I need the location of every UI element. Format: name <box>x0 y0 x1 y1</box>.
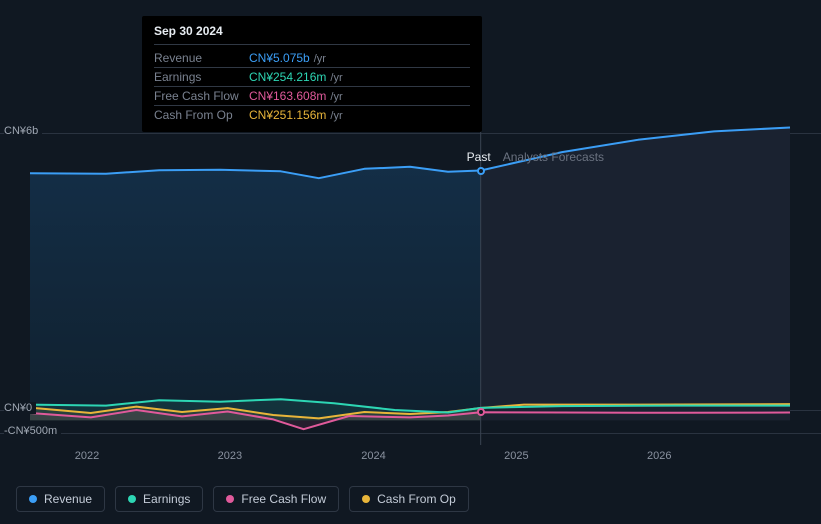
legend-label: Cash From Op <box>377 492 456 506</box>
y-tick-label: CN¥6b <box>4 125 42 137</box>
legend-dot-icon <box>226 495 234 503</box>
tooltip-metric-unit: /yr <box>314 53 326 65</box>
legend-dot-icon <box>362 495 370 503</box>
tooltip-metric-label: Free Cash Flow <box>154 89 249 103</box>
tooltip-metric-unit: /yr <box>330 91 342 103</box>
chart-plot[interactable] <box>30 125 821 445</box>
legend-label: Free Cash Flow <box>241 492 326 506</box>
series-marker-revenue <box>477 167 485 175</box>
tooltip-metric-unit: /yr <box>330 110 342 122</box>
tooltip-metric-value: CN¥251.156m <box>249 108 326 122</box>
x-tick-label: 2025 <box>504 450 528 462</box>
chart-tooltip: Sep 30 2024 RevenueCN¥5.075b/yrEarningsC… <box>142 16 482 132</box>
legend-revenue[interactable]: Revenue <box>16 486 105 512</box>
tooltip-row: Cash From OpCN¥251.156m/yr <box>154 106 470 124</box>
legend-dot-icon <box>29 495 37 503</box>
tooltip-date: Sep 30 2024 <box>154 24 470 45</box>
x-tick-label: 2024 <box>361 450 385 462</box>
x-tick-label: 2022 <box>75 450 99 462</box>
legend-label: Earnings <box>143 492 190 506</box>
tooltip-row: RevenueCN¥5.075b/yr <box>154 49 470 68</box>
y-tick-label: CN¥0 <box>4 402 36 414</box>
x-tick-label: 2026 <box>647 450 671 462</box>
chart-section-labels: Past Analysts Forecasts <box>467 150 604 164</box>
tooltip-metric-label: Revenue <box>154 51 249 65</box>
past-label: Past <box>467 150 491 164</box>
legend-fcf[interactable]: Free Cash Flow <box>213 486 339 512</box>
legend-dot-icon <box>128 495 136 503</box>
legend-cfo[interactable]: Cash From Op <box>349 486 469 512</box>
tooltip-metric-value: CN¥163.608m <box>249 89 326 103</box>
series-marker-fcf <box>477 408 485 416</box>
tooltip-metric-label: Earnings <box>154 70 249 84</box>
tooltip-row: Free Cash FlowCN¥163.608m/yr <box>154 87 470 106</box>
legend-label: Revenue <box>44 492 92 506</box>
tooltip-metric-value: CN¥5.075b <box>249 51 310 65</box>
chart-legend: Revenue Earnings Free Cash Flow Cash From O… <box>16 486 469 512</box>
forecast-label: Analysts Forecasts <box>503 150 604 164</box>
tooltip-metric-value: CN¥254.216m <box>249 70 326 84</box>
y-tick-label: -CN¥500m <box>4 425 61 437</box>
tooltip-metric-label: Cash From Op <box>154 108 249 122</box>
tooltip-metric-unit: /yr <box>330 72 342 84</box>
legend-earnings[interactable]: Earnings <box>115 486 203 512</box>
tooltip-row: EarningsCN¥254.216m/yr <box>154 68 470 87</box>
x-tick-label: 2023 <box>218 450 242 462</box>
